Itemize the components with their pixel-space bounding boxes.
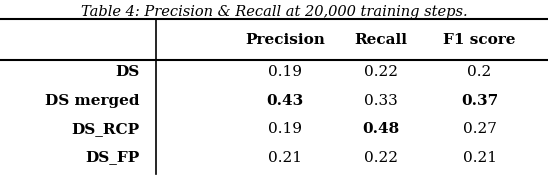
Text: 0.48: 0.48 [362, 122, 399, 136]
Text: DS_RCP: DS_RCP [72, 122, 140, 136]
Text: F1 score: F1 score [443, 33, 516, 47]
Text: 0.37: 0.37 [461, 94, 498, 108]
Text: Table 4: Precision & Recall at 20,000 training steps.: Table 4: Precision & Recall at 20,000 tr… [81, 5, 467, 19]
Text: 0.19: 0.19 [268, 65, 302, 79]
Text: 0.43: 0.43 [266, 94, 304, 108]
Text: 0.27: 0.27 [463, 122, 496, 136]
Text: 0.21: 0.21 [463, 151, 496, 164]
Text: DS: DS [116, 65, 140, 79]
Text: 0.22: 0.22 [364, 151, 398, 164]
Text: 0.19: 0.19 [268, 122, 302, 136]
Text: 0.22: 0.22 [364, 65, 398, 79]
Text: 0.2: 0.2 [467, 65, 492, 79]
Text: 0.33: 0.33 [364, 94, 398, 108]
Text: DS merged: DS merged [45, 94, 140, 108]
Text: Precision: Precision [245, 33, 325, 47]
Text: 0.21: 0.21 [268, 151, 302, 164]
Text: Recall: Recall [355, 33, 407, 47]
Text: DS_FP: DS_FP [85, 151, 140, 164]
